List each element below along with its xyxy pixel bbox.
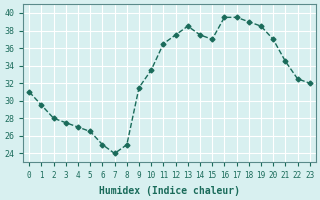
X-axis label: Humidex (Indice chaleur): Humidex (Indice chaleur) xyxy=(99,186,240,196)
